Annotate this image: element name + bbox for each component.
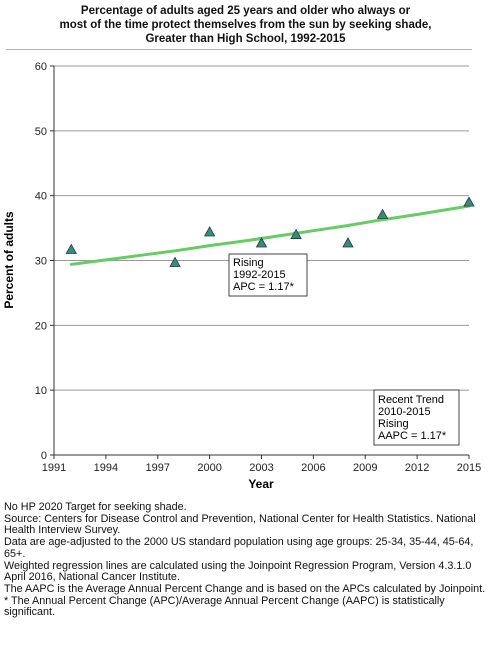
data-point-1998: [169, 256, 181, 267]
y-axis-title: Percent of adults: [2, 211, 16, 309]
x-ticks: 1991 1994 1997 2000 2003 2006 2009 2012 2015: [42, 455, 481, 474]
annotation-1-line-3: APC = 1.17*: [233, 281, 295, 293]
y-tick-label-40: 40: [35, 191, 47, 203]
footnote-6: * The Annual Percent Change (APC)/Averag…: [4, 594, 445, 619]
chart-svg: 0 10 20 30 40 50 60 1991 1994 1997 2000 2003 2006 20…: [2, 61, 481, 491]
footnote-3: Data are age-adjusted to the 2000 US sta…: [4, 536, 474, 560]
footnote-5: The AAPC is the Average Annual Percent C…: [4, 582, 486, 595]
annotation-box-recent-trend: Recent Trend 2010-2015 Rising AAPC = 1.1…: [373, 389, 460, 446]
chart-title: Percentage of adults aged 25 years and o…: [0, 4, 491, 46]
x-tick-label-2015: 2015: [457, 462, 481, 474]
y-tick-label-50: 50: [35, 126, 47, 138]
annotation-2-line-4: AAPC = 1.17*: [378, 430, 447, 442]
x-tick-label-1994: 1994: [94, 462, 118, 474]
title-line-1: Percentage of adults aged 25 years and o…: [80, 5, 411, 17]
data-point-2000: [203, 226, 216, 237]
annotation-1-line-1: Rising: [233, 257, 264, 269]
data-point-2010: [376, 208, 389, 219]
y-tick-label-30: 30: [35, 256, 47, 268]
annotation-1-line-2: 1992-2015: [233, 269, 286, 281]
annotation-box-1992-2015: Rising 1992-2015 APC = 1.17*: [228, 253, 308, 297]
annotation-2-line-3: Rising: [378, 418, 409, 430]
x-tick-label-1997: 1997: [146, 462, 170, 474]
data-point-2015: [463, 196, 475, 207]
annotation-2-line-2: 2010-2015: [378, 406, 431, 418]
data-point-1992: [65, 243, 77, 254]
title-line-2: most of the time protect themselves from…: [59, 19, 432, 31]
footnote-4: Weighted regression lines are calculated…: [4, 559, 472, 584]
x-tick-label-2000: 2000: [197, 462, 221, 474]
title-line-3: Greater than High School, 1992-2015: [145, 33, 346, 45]
y-tick-label-10: 10: [35, 385, 47, 397]
x-axis-title: Year: [248, 477, 274, 491]
x-tick-label-2006: 2006: [301, 462, 325, 474]
x-tick-label-2003: 2003: [249, 462, 273, 474]
x-tick-label-2012: 2012: [405, 462, 429, 474]
x-tick-label-1991: 1991: [42, 462, 66, 474]
svg-text:Rising 1992-2015 A: Rising 1992-2015 APC = 1.17*: [233, 257, 295, 293]
grid-lines: [54, 65, 469, 391]
footnote-1: No HP 2020 Target for seeking shade.: [4, 501, 187, 513]
y-tick-label-20: 20: [35, 320, 47, 332]
data-point-2008: [342, 237, 354, 248]
x-tick-label-2009: 2009: [353, 462, 377, 474]
data-points: [65, 196, 475, 267]
svg-text:Recent Trend 2010-2015: Recent Trend 2010-2015 Rising AAPC = 1.1…: [378, 394, 447, 442]
footnote-2: Source: Centers for Disease Control and …: [4, 512, 476, 537]
y-tick-label-60: 60: [35, 61, 47, 73]
y-ticks: 0 10 20 30 40 50 60: [35, 61, 54, 462]
data-point-2003: [255, 237, 268, 248]
footnotes: No HP 2020 Target for seeking shade. Sou…: [4, 501, 488, 619]
y-tick-label-0: 0: [41, 450, 47, 462]
data-point-2005: [290, 228, 302, 239]
annotation-2-line-1: Recent Trend: [378, 394, 444, 406]
title-divider: [6, 49, 472, 50]
